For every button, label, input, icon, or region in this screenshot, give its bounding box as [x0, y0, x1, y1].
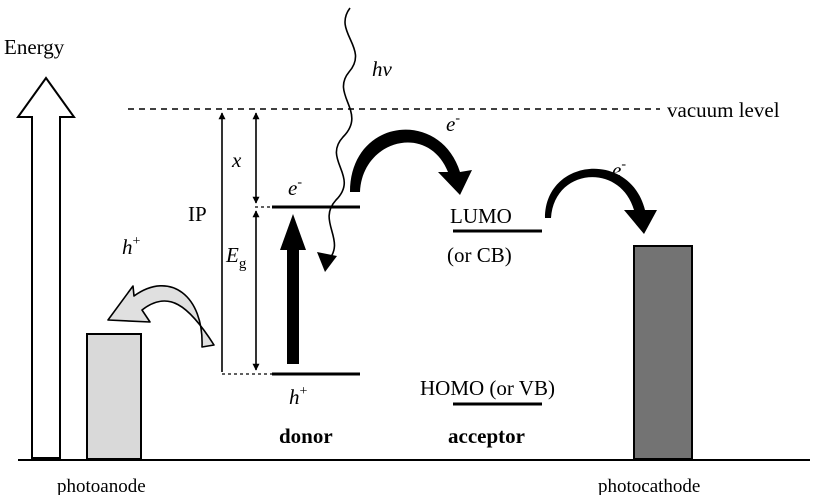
acceptor-label: acceptor — [448, 424, 525, 448]
electron-transfer-arrow-donor-acceptor — [350, 129, 472, 195]
eg-label: Eg — [225, 243, 247, 272]
energy-axis-arrow — [16, 76, 76, 459]
photoanode-bar — [86, 333, 142, 460]
donor-label: donor — [279, 424, 333, 448]
photoanode-label: photoanode — [57, 476, 146, 495]
excitation-arrow — [280, 214, 306, 364]
electron-label-mid: e- — [446, 111, 460, 136]
lumo-label: LUMO — [450, 204, 512, 228]
electron-label-donor: e- — [288, 175, 302, 200]
homo-label: HOMO (or VB) — [420, 376, 555, 400]
hole-label-bottom: h+ — [289, 384, 308, 409]
x-label: x — [231, 148, 242, 172]
photocathode-bar — [633, 245, 693, 460]
lumo-alt-label: (or CB) — [447, 243, 512, 267]
ip-label: IP — [188, 202, 207, 226]
photon-wave — [326, 7, 357, 263]
photocathode-label: photocathode — [598, 476, 700, 495]
photon-arrowhead — [317, 252, 337, 272]
hole-label-left: h+ — [122, 234, 141, 259]
electron-transfer-arrow-acceptor-cathode — [545, 168, 657, 234]
hv-label: hv — [372, 57, 393, 81]
vacuum-level-label: vacuum level — [667, 98, 780, 122]
hole-transfer-arrow — [107, 285, 215, 348]
energy-label: Energy — [4, 35, 65, 59]
electron-label-right: e- — [612, 157, 626, 182]
